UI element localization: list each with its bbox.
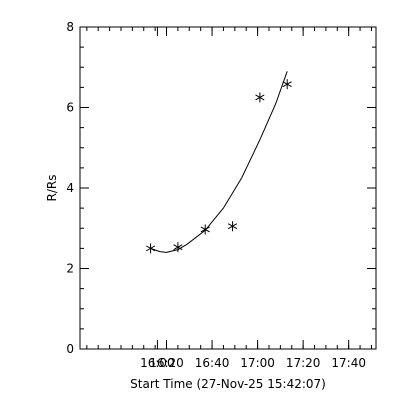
x-tick-label: 16:40 xyxy=(195,356,230,370)
y-tick-label: 4 xyxy=(66,181,74,195)
y-axis-label: R/Rs xyxy=(45,175,59,202)
ticks xyxy=(80,26,376,350)
y-tick-label: 8 xyxy=(66,20,74,34)
x-tick-label: 16:00 xyxy=(140,356,175,370)
x-tick-label: 17:00 xyxy=(240,356,275,370)
data-point xyxy=(173,242,183,253)
x-axis-label: Start Time (27-Nov-25 15:42:07) xyxy=(130,377,326,391)
x-tick-label: 17:40 xyxy=(331,356,366,370)
y-tick-label: 2 xyxy=(66,262,74,276)
x-tick-label: 16:20 xyxy=(149,356,184,370)
x-tick-label: 17:20 xyxy=(286,356,321,370)
data-point xyxy=(145,243,156,254)
y-tick-label: 6 xyxy=(66,101,74,115)
data-point xyxy=(227,221,238,232)
data-points xyxy=(145,79,292,254)
data-point xyxy=(200,224,210,235)
data-point xyxy=(255,92,265,103)
y-tick-label: 0 xyxy=(66,342,74,356)
data-point xyxy=(282,79,292,90)
